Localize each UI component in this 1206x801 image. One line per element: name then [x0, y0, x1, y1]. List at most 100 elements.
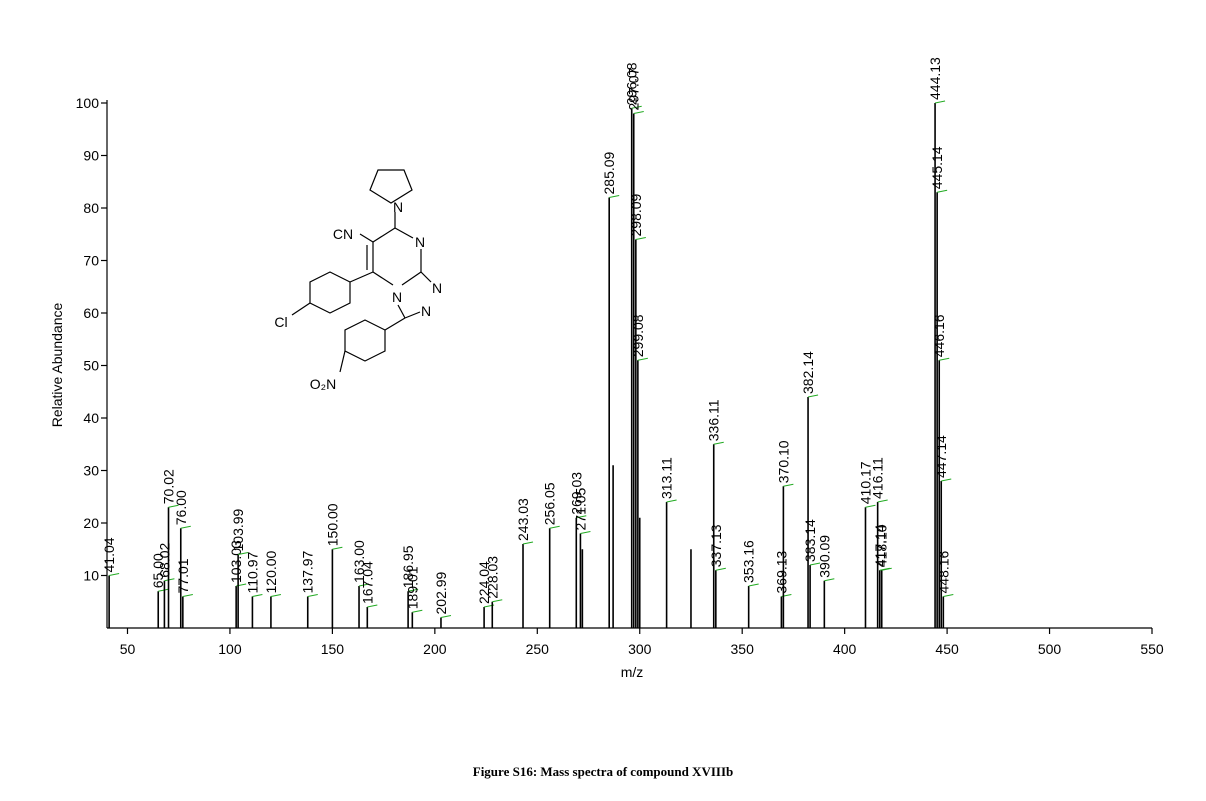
- peak-label: 336.11: [706, 399, 722, 441]
- x-tick-label: 450: [935, 641, 959, 657]
- peak-label: 383.14: [802, 519, 818, 562]
- peak-leader: [109, 573, 120, 576]
- x-tick-label: 350: [731, 641, 755, 657]
- peak-label: 41.04: [101, 537, 117, 572]
- peak-label: 444.13: [927, 57, 943, 100]
- peak-leader: [807, 394, 819, 398]
- peak-leader: [635, 237, 646, 240]
- peak-leader: [609, 195, 620, 198]
- peak-leader: [941, 478, 952, 482]
- peak-label: 416.11: [870, 457, 886, 499]
- molecule: N CN N N N N Cl O₂N: [274, 169, 442, 392]
- peak-label: 448.16: [935, 550, 951, 593]
- x-tick-label: 150: [321, 641, 345, 657]
- peak-label: 298.09: [628, 193, 644, 236]
- peak-leader: [810, 562, 821, 566]
- peak-leader: [937, 189, 948, 193]
- peak-leader: [637, 357, 648, 361]
- peak-leader: [666, 499, 677, 503]
- x-tick-label: 550: [1140, 641, 1164, 657]
- peak-leader: [877, 499, 888, 503]
- peak-leader: [182, 594, 193, 597]
- atom-label: N: [421, 303, 431, 319]
- peak-leader: [440, 615, 452, 618]
- peak-label: 271.05: [572, 487, 588, 530]
- peak-leader: [576, 515, 587, 519]
- x-tick-label: 200: [423, 641, 447, 657]
- peak-leader: [367, 604, 378, 608]
- peak-label: 313.11: [659, 457, 675, 499]
- atom-label: N: [393, 199, 403, 215]
- peak-label: 103.99: [230, 508, 246, 551]
- atom-label: O₂N: [310, 376, 336, 392]
- peak-label: 167.04: [359, 561, 375, 604]
- peak-leader: [748, 583, 759, 587]
- peak-label: 417.14: [872, 524, 888, 567]
- atom-label: Cl: [274, 314, 287, 330]
- peak-label: 447.14: [933, 435, 949, 478]
- peak-label: 418.10: [874, 524, 890, 567]
- peak-label: 68.02: [156, 543, 172, 578]
- caption: Figure S16: Mass spectra of compound XVI…: [473, 764, 734, 779]
- y-tick-label: 70: [83, 253, 99, 269]
- peak-label: 256.05: [542, 482, 558, 525]
- atom-label: CN: [333, 226, 353, 242]
- peak-label: 163.00: [351, 540, 367, 583]
- peak-label: 77.01: [175, 558, 191, 593]
- peak-leader: [492, 599, 503, 603]
- peak-leader: [934, 100, 946, 104]
- peak-leader: [549, 525, 560, 529]
- peak-label: 186.95: [400, 545, 416, 588]
- peak-leader: [713, 441, 724, 445]
- x-tick-label: 100: [218, 641, 242, 657]
- peak-label: 70.02: [161, 469, 177, 504]
- peak-label: 296.08: [624, 62, 640, 105]
- peak-leader: [180, 525, 191, 529]
- y-tick-label: 60: [83, 305, 99, 321]
- peak-leader: [824, 578, 835, 582]
- peak-leader: [522, 541, 534, 545]
- peak-leader: [252, 594, 263, 597]
- y-tick-label: 30: [83, 463, 99, 479]
- peak-leader: [332, 546, 343, 550]
- peak-label: 337.13: [708, 524, 724, 567]
- atom-label: N: [392, 289, 402, 305]
- y-tick-label: 50: [83, 358, 99, 374]
- y-tick-label: 10: [83, 568, 99, 584]
- peak-leader: [158, 588, 169, 592]
- peak-label: 137.97: [300, 550, 316, 593]
- peak-label: 285.09: [601, 151, 617, 194]
- peak-label: 65.00: [150, 553, 166, 588]
- peak-leader: [943, 594, 954, 597]
- peak-leader: [270, 594, 282, 597]
- y-tick-label: 20: [83, 515, 99, 531]
- peak-leader: [307, 594, 318, 597]
- peak-leader: [865, 504, 876, 508]
- peak-leader: [358, 583, 370, 587]
- peak-leader: [715, 567, 726, 571]
- peak-label: 369.13: [773, 550, 789, 593]
- y-tick-label: 100: [76, 95, 100, 111]
- peak-label: 228.03: [484, 556, 500, 599]
- peak-label: 202.99: [433, 571, 449, 614]
- peak-label: 446.16: [931, 314, 947, 357]
- peak-label: 76.00: [173, 490, 189, 525]
- peak-label: 353.16: [741, 540, 757, 583]
- peak-label: 297.07: [626, 67, 642, 110]
- peak-leader: [408, 588, 419, 592]
- x-tick-label: 400: [833, 641, 857, 657]
- peak-label: 382.14: [800, 351, 816, 394]
- atom-label: N: [415, 234, 425, 250]
- peak-leader: [783, 483, 794, 487]
- x-tick-label: 50: [120, 641, 136, 657]
- peak-label: 299.08: [630, 314, 646, 357]
- y-tick-label: 40: [83, 410, 99, 426]
- peak-leader: [412, 609, 423, 613]
- peak-leader: [164, 578, 175, 582]
- y-axis-title: Relative Abundance: [49, 303, 65, 428]
- peak-leader: [238, 552, 249, 555]
- peak-label: 243.03: [515, 498, 531, 541]
- peak-label: 269.03: [568, 472, 584, 515]
- peak-label: 103.03: [228, 540, 244, 583]
